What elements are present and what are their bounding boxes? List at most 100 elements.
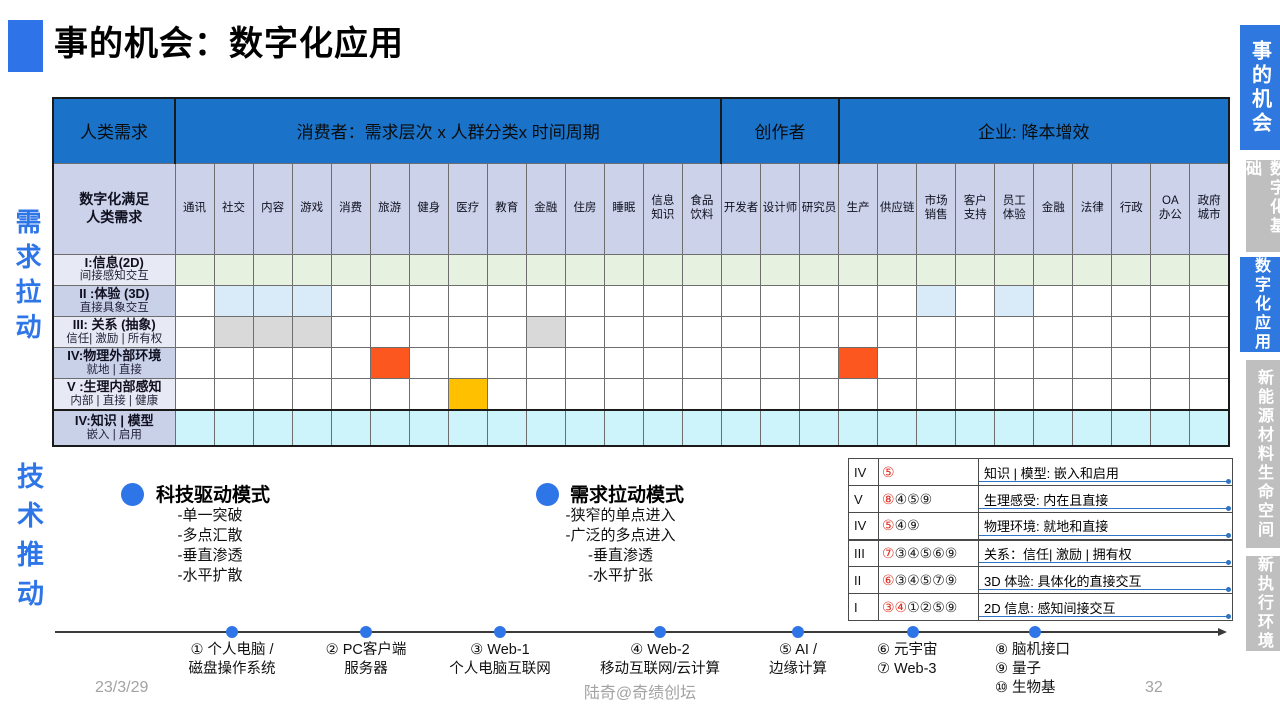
- matrix-cell: [799, 378, 840, 411]
- matrix-cell: [525, 315, 566, 348]
- matrix-cell: [955, 409, 996, 447]
- matrix-cell: [174, 284, 215, 317]
- group-header-2: 企业: 降本增效: [837, 97, 1230, 164]
- col-label: 生产: [838, 162, 879, 255]
- summary-desc: 知识 | 模型: 嵌入和启用: [978, 458, 1233, 486]
- sidebar-tab-2[interactable]: 数字化应用: [1240, 257, 1280, 352]
- matrix-cell: [1072, 284, 1113, 317]
- matrix-cell: [681, 253, 722, 286]
- group-header-0: 消费者：需求层次 x 人群分类x 时间周期: [173, 97, 722, 164]
- col-label: 客户 支持: [955, 162, 996, 255]
- summary-level: V: [848, 485, 879, 513]
- sidebar-tab-4[interactable]: 新执行环境: [1246, 556, 1280, 651]
- matrix-cell: [720, 346, 761, 380]
- matrix-cell: [174, 253, 215, 286]
- matrix-cell: [799, 253, 840, 286]
- matrix-cell: [486, 378, 527, 411]
- matrix-cell: [291, 378, 332, 411]
- matrix-cell: [799, 284, 840, 317]
- row-header: IV:知识 | 模型 嵌入 | 启用: [52, 409, 176, 447]
- matrix-cell: [252, 346, 293, 380]
- matrix-cell: [759, 409, 801, 447]
- legend-title: 需求拉动模式: [570, 485, 685, 506]
- col-label: 旅游: [369, 162, 410, 255]
- summary-level: IV: [848, 512, 879, 540]
- col-label: 消费: [330, 162, 371, 255]
- timeline-milestone-label: ⑥ 元宇宙 ⑦ Web-3: [877, 642, 938, 677]
- legend-item: -垂直渗透: [588, 547, 653, 564]
- matrix-cell: [720, 253, 761, 286]
- matrix-cell: [486, 315, 527, 348]
- col-label: 政府 城市: [1189, 162, 1230, 255]
- matrix-cell: [1072, 346, 1113, 380]
- matrix-cell: [1033, 253, 1074, 286]
- matrix-cell: [1189, 315, 1230, 348]
- matrix-cell: [525, 284, 566, 317]
- matrix-cell: [799, 346, 840, 380]
- matrix-cell: [681, 409, 722, 447]
- matrix-cell: [603, 346, 644, 380]
- sidebar-tab-0[interactable]: 事的机会: [1240, 25, 1280, 150]
- matrix-cell: [408, 409, 449, 447]
- matrix-cell: [213, 315, 254, 348]
- group-header-1: 创作者: [720, 97, 840, 164]
- col-label: 法律: [1072, 162, 1113, 255]
- matrix-cell: [838, 284, 879, 317]
- legend-item: -单一突破: [177, 507, 243, 524]
- matrix-cell: [174, 409, 215, 447]
- matrix-cell: [486, 284, 527, 317]
- legend-item: -水平扩张: [588, 567, 653, 584]
- matrix-cell: [564, 284, 605, 317]
- sidebar-tab-3[interactable]: 新能源材料生命空间: [1246, 360, 1280, 548]
- matrix-cell: [720, 409, 761, 447]
- col-label: 教育: [486, 162, 527, 255]
- matrix-cell: [330, 253, 371, 286]
- matrix-cell: [291, 253, 332, 286]
- timeline-arrow-icon: [1218, 628, 1227, 636]
- matrix-cell: [642, 253, 683, 286]
- sidebar-tab-1[interactable]: 数字化基础: [1243, 160, 1280, 252]
- matrix-cell: [447, 315, 488, 348]
- matrix-cell: [564, 253, 605, 286]
- matrix-cell: [564, 315, 605, 348]
- matrix-cell: [330, 315, 371, 348]
- needs-summary-table: IV ⑤ 知识 | 模型: 嵌入和启用 V ⑧④⑤⑨ 生理感受: 内在且直接 IV ⑤④⑨ 物理…: [848, 458, 1233, 621]
- matrix-cell: [1150, 346, 1191, 380]
- matrix-cell: [955, 315, 996, 348]
- legend-item: -多点汇散: [177, 527, 243, 544]
- legend-item: -垂直渗透: [177, 547, 243, 564]
- matrix-cell: [252, 284, 293, 317]
- matrix-cell: [916, 315, 957, 348]
- matrix-cell: [408, 284, 449, 317]
- matrix-cell: [838, 315, 879, 348]
- matrix-cell: [1189, 253, 1230, 286]
- matrix-cell: [408, 315, 449, 348]
- matrix-cell: [1111, 378, 1152, 411]
- matrix-cell: [1033, 346, 1074, 380]
- matrix-cell: [994, 315, 1035, 348]
- timeline-axis: [55, 631, 1218, 633]
- matrix-cell: [291, 315, 332, 348]
- col-label: 行政: [1111, 162, 1152, 255]
- matrix-cell: [916, 346, 957, 380]
- matrix-cell: [1150, 315, 1191, 348]
- matrix-cell: [955, 378, 996, 411]
- matrix-cell: [369, 315, 410, 348]
- row-header: V :生理内部感知 内部 | 直接 | 健康: [52, 378, 176, 411]
- matrix-cell: [213, 378, 254, 411]
- matrix-cell: [213, 346, 254, 380]
- matrix-cell: [447, 409, 488, 447]
- col-label: 游戏: [291, 162, 332, 255]
- connector-line: [979, 479, 1231, 484]
- matrix-cell: [720, 378, 761, 411]
- matrix-cell: [603, 315, 644, 348]
- timeline-dot-icon: [1029, 626, 1041, 638]
- matrix-cell: [916, 409, 957, 447]
- col-label: 通讯: [174, 162, 215, 255]
- matrix-cell: [642, 346, 683, 380]
- matrix-cell: [1033, 315, 1074, 348]
- matrix-cell: [486, 409, 527, 447]
- matrix-cell: [447, 253, 488, 286]
- matrix-cell: [838, 409, 879, 447]
